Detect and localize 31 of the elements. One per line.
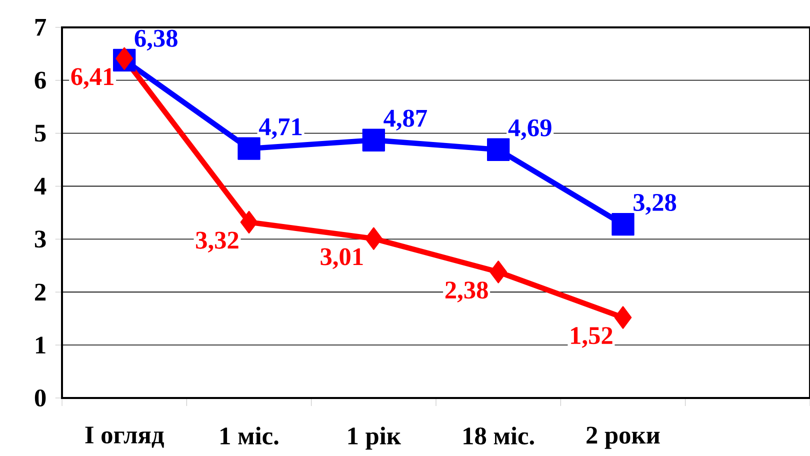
y-tick-label: 6	[34, 72, 46, 89]
y-tick-label: 7	[35, 19, 46, 36]
x-tick-label: 18 міс.	[464, 426, 534, 445]
y-tick-label: 1	[36, 336, 46, 354]
data-label: 4,87	[384, 110, 427, 131]
data-label: 6,38	[134, 30, 178, 51]
data-label: 3,28	[634, 194, 676, 215]
y-tick-label: 0	[34, 389, 46, 407]
data-label: 1,52	[571, 327, 612, 348]
y-tick-label: 3	[34, 230, 46, 248]
data-label: 3,32	[196, 232, 238, 252]
point	[362, 128, 386, 152]
x-tick-label: 1 рік	[348, 426, 401, 450]
y-tick-label: 4	[34, 178, 46, 195]
y-tick-label: 2	[35, 284, 46, 300]
data-label: 6,41	[71, 68, 114, 89]
point	[612, 212, 634, 236]
point	[487, 138, 510, 161]
data-label: 3,01	[320, 248, 363, 269]
point	[614, 306, 632, 329]
data-label: 4,71	[258, 118, 302, 139]
x-tick-label: 2 роки	[586, 426, 660, 449]
data-label: 4,69	[508, 119, 552, 140]
y-tick-label: 5	[34, 124, 46, 142]
x-tick-label: I огляд	[85, 426, 164, 448]
data-label: 2,38	[445, 282, 488, 302]
point	[240, 210, 258, 234]
point	[365, 227, 382, 250]
point	[490, 260, 508, 284]
x-tick-label: 1 міс.	[220, 426, 278, 445]
point	[238, 137, 260, 160]
